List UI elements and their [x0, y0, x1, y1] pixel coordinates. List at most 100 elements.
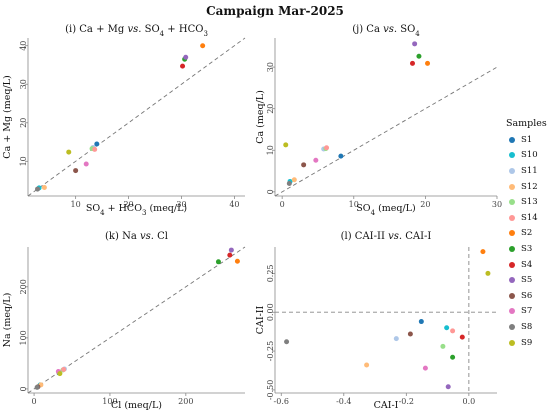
point-s14 — [92, 146, 98, 152]
legend-label: S11 — [521, 165, 538, 176]
text-part: CAI-I — [402, 231, 431, 242]
y-tick-label: 40 — [19, 41, 28, 51]
legend: Samples S1 S10 S11 S12 S13 S14 S2 S3 S4 S5 S6 S7 S8 S… — [506, 118, 550, 350]
legend-swatch — [509, 136, 515, 143]
text-part: Cl (meq/L) — [111, 400, 162, 411]
legend-item-s8: S8 — [506, 319, 550, 335]
x-tick-label: -0.4 — [336, 397, 351, 406]
legend-title: Samples — [506, 118, 547, 129]
legend-swatch — [509, 245, 515, 252]
legend-item-s1: S1 — [506, 132, 550, 148]
legend-item-s10: S10 — [506, 148, 550, 164]
legend-label: S7 — [521, 306, 533, 317]
point-s13 — [440, 343, 446, 349]
point-s2 — [425, 60, 431, 66]
point-s10 — [444, 325, 450, 331]
y-tick-label: 200 — [19, 279, 28, 294]
point-s8 — [286, 181, 292, 187]
legend-label: S12 — [521, 181, 538, 192]
x-tick-label: -0.2 — [399, 397, 414, 406]
legend-item-s3: S3 — [506, 241, 550, 257]
legend-label: S5 — [521, 275, 533, 286]
text-part: (meq/L) — [146, 203, 187, 214]
text-part: vs. — [388, 231, 402, 242]
y-tick-label: 100 — [19, 330, 28, 345]
point-s9 — [485, 270, 491, 276]
legend-item-s11: S11 — [506, 163, 550, 179]
text-part: (j) Ca — [352, 24, 383, 35]
point-s4 — [459, 334, 465, 340]
point-s8 — [35, 186, 41, 192]
point-s4 — [227, 252, 233, 258]
text-part: vs. — [140, 231, 154, 242]
point-s7 — [422, 365, 428, 371]
point-s6 — [407, 331, 413, 337]
y-tick-label: 0.25 — [266, 264, 275, 282]
text-part: 4 — [415, 30, 420, 38]
legend-swatch — [509, 230, 515, 237]
y-axis-label: Ca (meq/L) — [255, 90, 266, 144]
legend-label: S4 — [521, 259, 533, 270]
text-part: vs. — [127, 24, 141, 35]
x-tick-label: 0.0 — [462, 397, 475, 406]
point-s14 — [450, 328, 456, 334]
point-s6 — [73, 168, 79, 174]
x-tick-label: 10 — [349, 200, 359, 209]
y-tick-label: 30 — [266, 62, 275, 72]
point-s6 — [301, 162, 307, 168]
legend-swatch — [509, 308, 515, 315]
legend-swatch — [509, 277, 515, 284]
point-s14 — [61, 367, 67, 373]
point-s3 — [215, 259, 221, 265]
x-tick-label: 0 — [32, 397, 37, 406]
text-part: 4 — [371, 209, 376, 217]
text-part: 4 — [100, 209, 105, 217]
point-s1 — [418, 319, 424, 325]
point-s12 — [291, 177, 297, 183]
text-part: SO — [141, 24, 159, 35]
x-tick-label: 20 — [123, 200, 133, 209]
legend-swatch — [509, 261, 515, 268]
panel-k-na-vs-cl: (k) Na vs. Cl 0 100 200 0 100 200 Cl (meq/L) Na … — [2, 231, 246, 411]
text-part: (meq/L) — [375, 203, 416, 214]
y-tick-label: 20 — [266, 104, 275, 114]
legend-item-s12: S12 — [506, 179, 550, 195]
legend-label: S2 — [521, 228, 533, 239]
text-part: (k) Na — [105, 231, 140, 242]
x-tick-label: -0.6 — [274, 397, 289, 406]
text-part: 3 — [142, 209, 146, 217]
text-part: SO — [86, 203, 101, 214]
y-tick-label: 0 — [19, 386, 28, 391]
y-tick-label: 20 — [19, 118, 28, 128]
point-s11 — [393, 336, 399, 342]
point-s7 — [83, 161, 89, 167]
point-s5 — [183, 54, 189, 60]
text-part: SO — [397, 24, 415, 35]
panel-title: (i) Ca + Mg vs. SO4 + HCO3 — [65, 24, 208, 38]
y-axis-label: Ca + Mg (meq/L) — [2, 75, 13, 158]
y-axis-label: CAI-II — [255, 305, 266, 334]
x-tick-label: 30 — [492, 200, 502, 209]
legend-label: S9 — [521, 337, 533, 348]
point-s3 — [416, 53, 422, 59]
legend-label: S6 — [521, 290, 533, 301]
x-tick-label: 10 — [71, 200, 81, 209]
one-to-one-line — [274, 66, 498, 197]
legend-item-s5: S5 — [506, 272, 550, 288]
text-part: + HCO — [164, 24, 203, 35]
point-s14 — [324, 145, 330, 151]
point-s1 — [94, 141, 100, 147]
legend-swatch — [509, 183, 515, 190]
legend-swatch — [509, 339, 515, 346]
legend-item-s14: S14 — [506, 210, 550, 226]
point-s2 — [234, 258, 240, 264]
point-s9 — [57, 371, 63, 377]
legend-label: S14 — [521, 212, 538, 223]
text-part: (l) CAI-II — [341, 231, 388, 242]
main-title: Campaign Mar-2025 — [206, 4, 344, 18]
x-axis-label: Cl (meq/L) — [111, 400, 162, 411]
legend-swatch — [509, 292, 515, 299]
legend-swatch — [509, 199, 515, 206]
point-s7 — [313, 157, 319, 163]
